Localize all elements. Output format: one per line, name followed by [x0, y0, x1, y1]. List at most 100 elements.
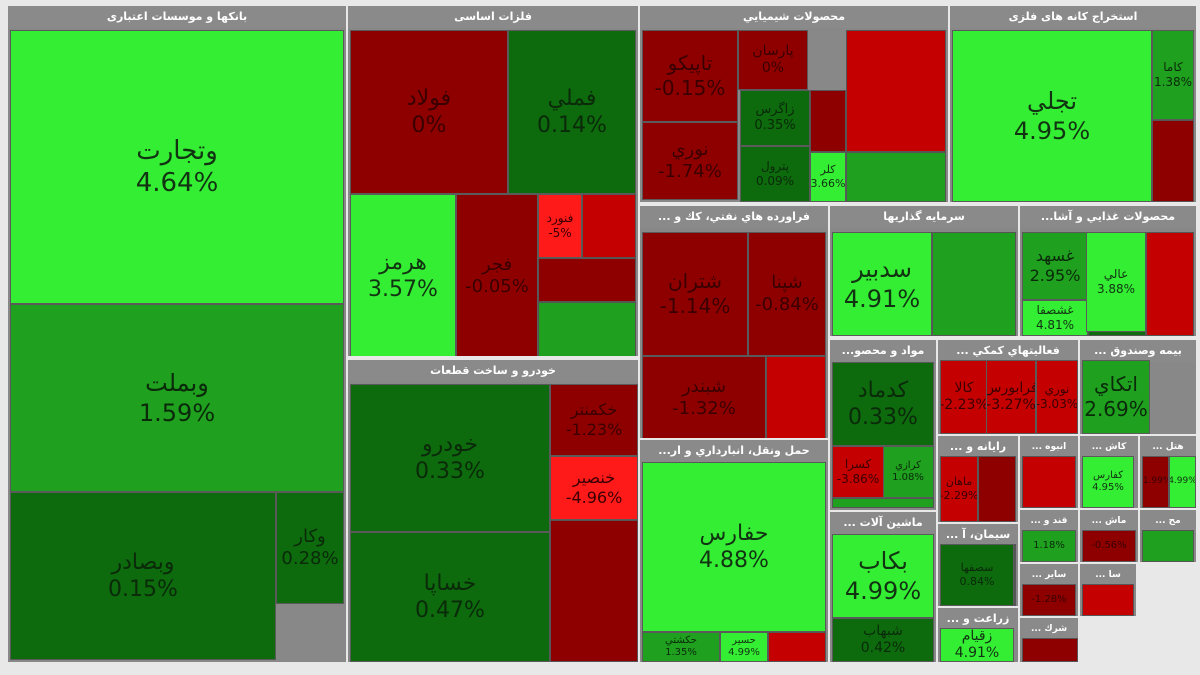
symbol-tile[interactable]: كسرا -3.86% [832, 446, 884, 498]
symbol-tile[interactable]: بكاب 4.99% [832, 534, 934, 618]
symbol-tile[interactable]: وتجارت 4.64% [10, 30, 344, 304]
symbol-tile[interactable]: خكمنتر -1.23% [550, 384, 638, 456]
symbol-tile[interactable]: -1.28% [1022, 584, 1076, 616]
minor-symbol-tile[interactable] [1082, 584, 1134, 616]
sector-title: انبوه ... [1020, 436, 1078, 458]
symbol-tile[interactable]: شبندر -1.32% [642, 356, 766, 438]
symbol-name: شپنا [771, 271, 803, 293]
minor-symbol-tile[interactable] [1146, 232, 1194, 336]
minor-symbol-tile[interactable] [1022, 456, 1076, 508]
symbol-name: اتكاي [1094, 372, 1138, 396]
symbol-tile[interactable]: خساپا 0.47% [350, 532, 550, 662]
minor-symbol-tile[interactable] [538, 302, 636, 356]
sector-18: سيمان، آ ... سصفها 0.84% [938, 524, 1018, 606]
symbol-tile[interactable]: فنورد -5% [538, 194, 582, 258]
sector-5: فراورده هاي نفتي، كك و ... شتران -1.14% شپن… [640, 206, 828, 438]
minor-symbol-tile[interactable] [1142, 530, 1194, 562]
change-percent: 0.28% [281, 548, 339, 569]
minor-symbol-tile[interactable] [538, 258, 636, 302]
change-percent: -2.23% [940, 397, 988, 413]
minor-symbol-tile[interactable] [846, 30, 946, 152]
sector-21: مح ... [1140, 510, 1196, 562]
symbol-tile[interactable]: وبصادر 0.15% [10, 492, 276, 660]
symbol-tile[interactable]: حكشتي 1.35% [642, 632, 720, 662]
symbol-tile[interactable]: غسهد 2.95% [1022, 232, 1088, 300]
symbol-tile[interactable]: زقيام 4.91% [940, 628, 1014, 662]
symbol-tile[interactable]: تاپيكو -0.15% [642, 30, 738, 122]
minor-symbol-tile[interactable] [1022, 638, 1078, 662]
minor-symbol-tile[interactable] [978, 456, 1016, 522]
symbol-tile[interactable]: پترول 0.09% [740, 146, 810, 202]
symbol-tile[interactable]: غشصفا 4.81% [1022, 300, 1088, 336]
sector-20: ماش ... -0.56% [1080, 510, 1138, 562]
change-percent: 0% [411, 113, 447, 138]
symbol-tile[interactable]: كرازي 1.08% [882, 446, 934, 498]
sector-title: مواد و محصو... [830, 340, 936, 362]
symbol-tile[interactable]: زاگرس 0.35% [740, 90, 810, 146]
symbol-tile[interactable]: كفارس 4.95% [1082, 456, 1134, 508]
minor-symbol-tile[interactable] [932, 232, 1016, 336]
symbol-tile[interactable]: كالا -2.23% [940, 360, 988, 434]
symbol-tile[interactable]: 4.99% [1169, 456, 1196, 508]
change-percent: -1.74% [658, 161, 722, 182]
symbol-tile[interactable]: ماهان -2.29% [940, 456, 978, 522]
symbol-tile[interactable]: كدماد 0.33% [832, 362, 934, 446]
symbol-tile[interactable]: حسير 4.99% [720, 632, 768, 662]
sector-title: استخراج کانه های فلزی [950, 6, 1196, 28]
symbol-tile[interactable]: فجر -0.05% [456, 194, 538, 356]
minor-symbol-tile[interactable] [846, 152, 946, 202]
symbol-tile[interactable]: کاما 1.38% [1152, 30, 1194, 120]
minor-symbol-tile[interactable] [832, 498, 934, 508]
symbol-name: پارسان [752, 42, 794, 59]
symbol-tile[interactable]: هرمز 3.57% [350, 194, 456, 356]
change-percent: -0.56% [1091, 539, 1127, 551]
symbol-tile[interactable]: خنصير -4.96% [550, 456, 638, 520]
symbol-tile[interactable]: شتران -1.14% [642, 232, 748, 356]
symbol-name: شبندر [681, 375, 727, 397]
symbol-tile[interactable]: شبهاب 0.42% [832, 618, 934, 662]
symbol-tile[interactable]: سصفها 0.84% [940, 544, 1014, 606]
symbol-tile[interactable]: -0.56% [1082, 530, 1136, 562]
symbol-tile[interactable]: تجلي 4.95% [952, 30, 1152, 202]
symbol-tile[interactable]: 1.18% [1022, 530, 1076, 562]
symbol-tile[interactable]: نوري -1.74% [642, 122, 738, 200]
sector-title: فعاليتهاي كمكي ... [938, 340, 1078, 362]
sector-title: مح ... [1140, 510, 1196, 532]
symbol-tile[interactable]: پارسان 0% [738, 30, 808, 90]
change-percent: 3.66% [810, 177, 846, 190]
symbol-tile[interactable]: عالي 3.88% [1086, 232, 1146, 332]
symbol-tile[interactable]: فرابورس -3.27% [986, 360, 1036, 434]
symbol-tile[interactable]: وبملت 1.59% [10, 304, 344, 492]
sector-title: خودرو و ساخت قطعات [348, 360, 638, 382]
change-percent: 1.38% [1153, 75, 1193, 89]
symbol-tile[interactable]: -1.99% [1142, 456, 1169, 508]
symbol-tile[interactable]: حفارس 4.88% [642, 462, 826, 632]
symbol-name: فرابورس [986, 379, 1036, 396]
sector-13: ماشين آلات ... بكاب 4.99% شبهاب 0.42% [830, 512, 936, 662]
symbol-tile[interactable]: خودرو 0.33% [350, 384, 550, 532]
symbol-tile[interactable]: وکار 0.28% [276, 492, 344, 604]
change-percent: -1.99% [1142, 476, 1168, 487]
minor-symbol-tile[interactable] [582, 194, 636, 258]
minor-symbol-tile[interactable] [1152, 120, 1194, 202]
minor-symbol-tile[interactable] [768, 632, 826, 662]
minor-symbol-tile[interactable] [766, 356, 826, 438]
symbol-tile[interactable]: فولاد 0% [350, 30, 508, 194]
change-percent: -3.86% [836, 472, 880, 486]
symbol-tile[interactable]: فملي 0.14% [508, 30, 636, 194]
minor-symbol-tile[interactable] [810, 90, 846, 152]
minor-symbol-tile[interactable] [550, 520, 638, 662]
symbol-name: زاگرس [755, 101, 795, 117]
sector-title: زراعت و ... [938, 608, 1018, 630]
symbol-name: زقيام [961, 628, 993, 644]
minor-symbol-tile[interactable] [1014, 544, 1016, 606]
symbol-tile[interactable]: كلر 3.66% [810, 152, 846, 202]
symbol-name: كرازي [895, 459, 921, 471]
symbol-name: هرمز [379, 249, 427, 275]
change-percent: 2.95% [1029, 266, 1081, 285]
change-percent: 2.69% [1084, 397, 1148, 421]
symbol-tile[interactable]: اتكاي 2.69% [1082, 360, 1150, 434]
symbol-tile[interactable]: شپنا -0.84% [748, 232, 826, 356]
symbol-tile[interactable]: سدبير 4.91% [832, 232, 932, 336]
symbol-tile[interactable]: نوري -3.03% [1036, 360, 1078, 434]
